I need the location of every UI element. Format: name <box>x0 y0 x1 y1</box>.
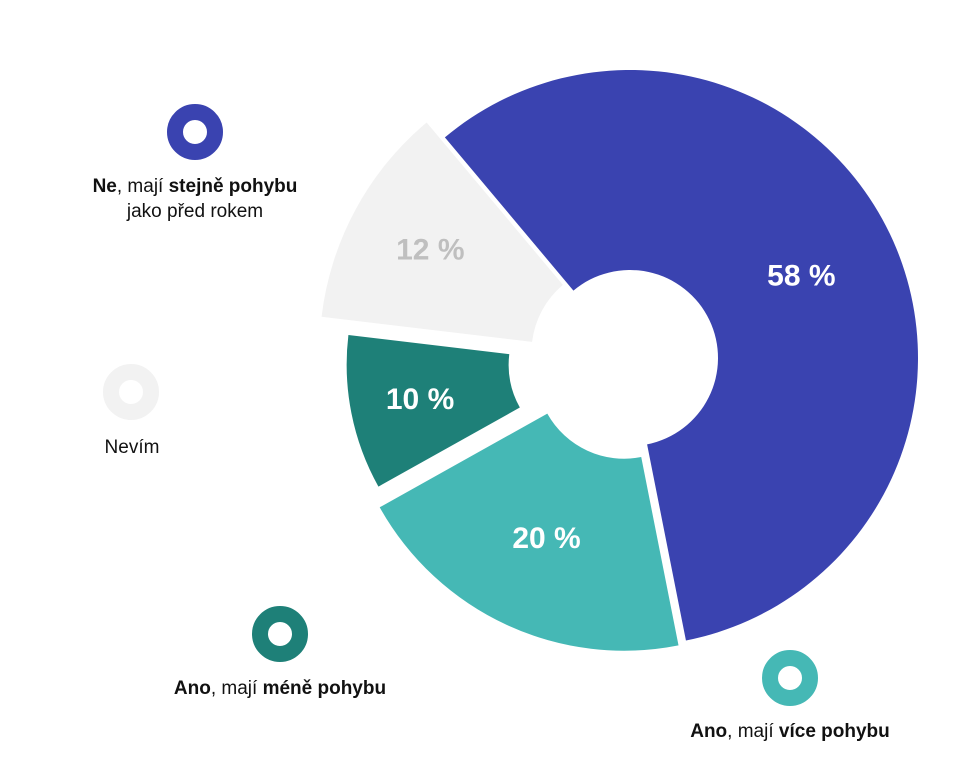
legend-marker-more <box>762 650 818 706</box>
slice-label-more: 20 % <box>512 522 580 555</box>
legend-label-dontknow: Nevím <box>104 437 160 458</box>
legend-label-less: Ano, mají méně pohybu <box>173 678 387 699</box>
slice-dontknow <box>321 122 563 342</box>
legend-marker-same <box>167 104 223 160</box>
slice-more <box>379 413 679 651</box>
legend-label-same: Ne, mají stejně pohybu jako před rokem <box>92 176 298 222</box>
slice-label-dontknow: 12 % <box>396 234 464 267</box>
legend-marker-less <box>252 606 308 662</box>
slice-label-less: 10 % <box>386 383 454 416</box>
legend-label-more: Ano, mají více pohybu <box>690 721 890 742</box>
slice-less <box>346 335 520 487</box>
slice-label-same: 58 % <box>767 259 835 292</box>
legend-marker-dontknow <box>103 364 159 420</box>
slice-same <box>444 70 918 641</box>
